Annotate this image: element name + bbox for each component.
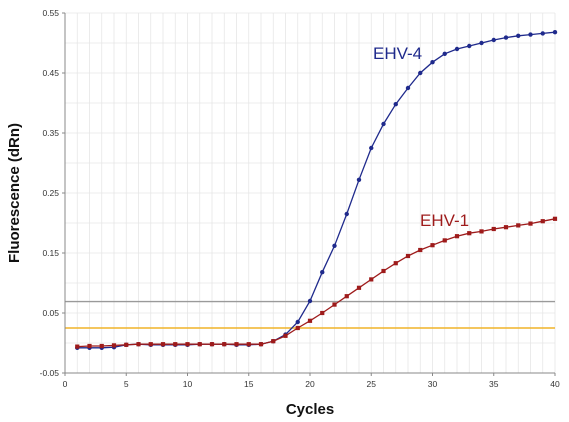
x-tick-label: 30 (428, 379, 438, 389)
data-point-ehv1 (442, 238, 447, 243)
data-point-ehv1 (381, 268, 386, 274)
y-tick-label: 0.45 (42, 68, 59, 78)
data-point-ehv1 (405, 253, 411, 259)
data-point-ehv1 (418, 247, 423, 253)
data-point-ehv1 (99, 343, 104, 349)
data-point-ehv4 (467, 43, 472, 49)
x-tick-label: 40 (550, 379, 560, 389)
data-point-ehv4 (454, 46, 460, 52)
data-point-ehv1 (197, 342, 202, 347)
data-point-ehv1 (307, 318, 313, 323)
data-point-ehv4 (528, 32, 533, 37)
data-point-ehv1 (393, 261, 398, 266)
data-point-ehv1 (528, 221, 533, 226)
data-point-ehv1 (148, 342, 153, 347)
series-label-ehv1: EHV-1 (420, 211, 469, 230)
x-tick-label: 15 (244, 379, 254, 389)
data-point-ehv1 (111, 343, 117, 348)
y-axis-title: Fluorescence (dRn) (6, 123, 23, 263)
data-point-ehv1 (516, 223, 521, 228)
data-point-ehv1 (344, 294, 349, 299)
data-point-ehv1 (209, 342, 215, 347)
data-point-ehv1 (332, 302, 337, 307)
data-point-ehv4 (307, 298, 313, 304)
series-layer (75, 30, 558, 350)
data-point-ehv4 (442, 51, 447, 56)
data-point-ehv1 (467, 231, 472, 236)
data-point-ehv4 (344, 211, 349, 217)
data-point-ehv1 (222, 342, 227, 347)
data-point-ehv4 (369, 145, 374, 151)
grid-lines (65, 12, 556, 373)
data-point-ehv4 (405, 85, 411, 91)
data-point-ehv1 (87, 343, 92, 349)
data-point-ehv4 (503, 35, 509, 40)
y-tick-label: 0.35 (42, 128, 59, 138)
data-point-ehv4 (430, 60, 435, 65)
data-point-ehv1 (356, 285, 362, 290)
y-tick-label: 0.05 (42, 308, 59, 318)
data-point-ehv4 (479, 40, 484, 46)
y-tick-label: 0.25 (42, 188, 59, 198)
y-tick-label: 0.55 (42, 8, 59, 18)
data-point-ehv4 (540, 31, 545, 36)
data-point-ehv1 (430, 243, 435, 248)
data-point-ehv4 (356, 177, 362, 182)
data-point-ehv1 (185, 342, 190, 347)
data-point-ehv1 (320, 310, 325, 316)
x-tick-label: 5 (124, 379, 129, 389)
data-point-ehv1 (283, 333, 288, 338)
data-point-ehv1 (491, 226, 496, 232)
data-point-ehv1 (75, 344, 80, 349)
data-point-ehv4 (320, 270, 325, 275)
x-tick-label: 0 (63, 379, 68, 389)
data-point-ehv4 (332, 243, 337, 248)
data-point-ehv1 (503, 225, 509, 230)
x-tick-label: 25 (367, 379, 377, 389)
data-point-ehv1 (234, 342, 239, 347)
data-point-ehv1 (246, 342, 251, 347)
data-point-ehv4 (552, 30, 558, 35)
data-point-ehv1 (271, 339, 276, 344)
data-point-ehv4 (418, 70, 423, 76)
data-point-ehv4 (516, 33, 521, 38)
x-axis-title: Cycles (286, 401, 334, 418)
series-line-ehv1 (77, 218, 556, 348)
data-point-ehv1 (258, 342, 264, 347)
x-tick-label: 35 (489, 379, 499, 389)
data-point-ehv4 (381, 121, 386, 127)
tick-labels: 0 5 10 15 20 25 30 35 40 -0.05 0.05 0.15 0.25 0.35 0.4… (40, 8, 560, 389)
data-point-ehv1 (160, 342, 166, 347)
y-tick-label: 0.15 (42, 248, 59, 258)
data-point-ehv4 (393, 102, 398, 107)
data-point-ehv1 (136, 342, 141, 347)
data-point-ehv4 (491, 37, 496, 43)
data-point-ehv1 (552, 216, 558, 221)
data-point-ehv1 (369, 277, 374, 282)
series-label-ehv4: EHV-4 (373, 44, 422, 63)
data-point-ehv1 (540, 219, 545, 224)
x-tick-label: 20 (305, 379, 315, 389)
data-point-ehv1 (124, 342, 129, 347)
data-point-ehv1 (479, 229, 484, 234)
data-point-ehv4 (295, 319, 300, 325)
data-point-ehv1 (173, 342, 178, 347)
data-point-ehv1 (454, 234, 460, 239)
data-point-ehv1 (295, 325, 300, 331)
x-tick-label: 10 (183, 379, 193, 389)
y-tick-label: -0.05 (40, 368, 60, 378)
